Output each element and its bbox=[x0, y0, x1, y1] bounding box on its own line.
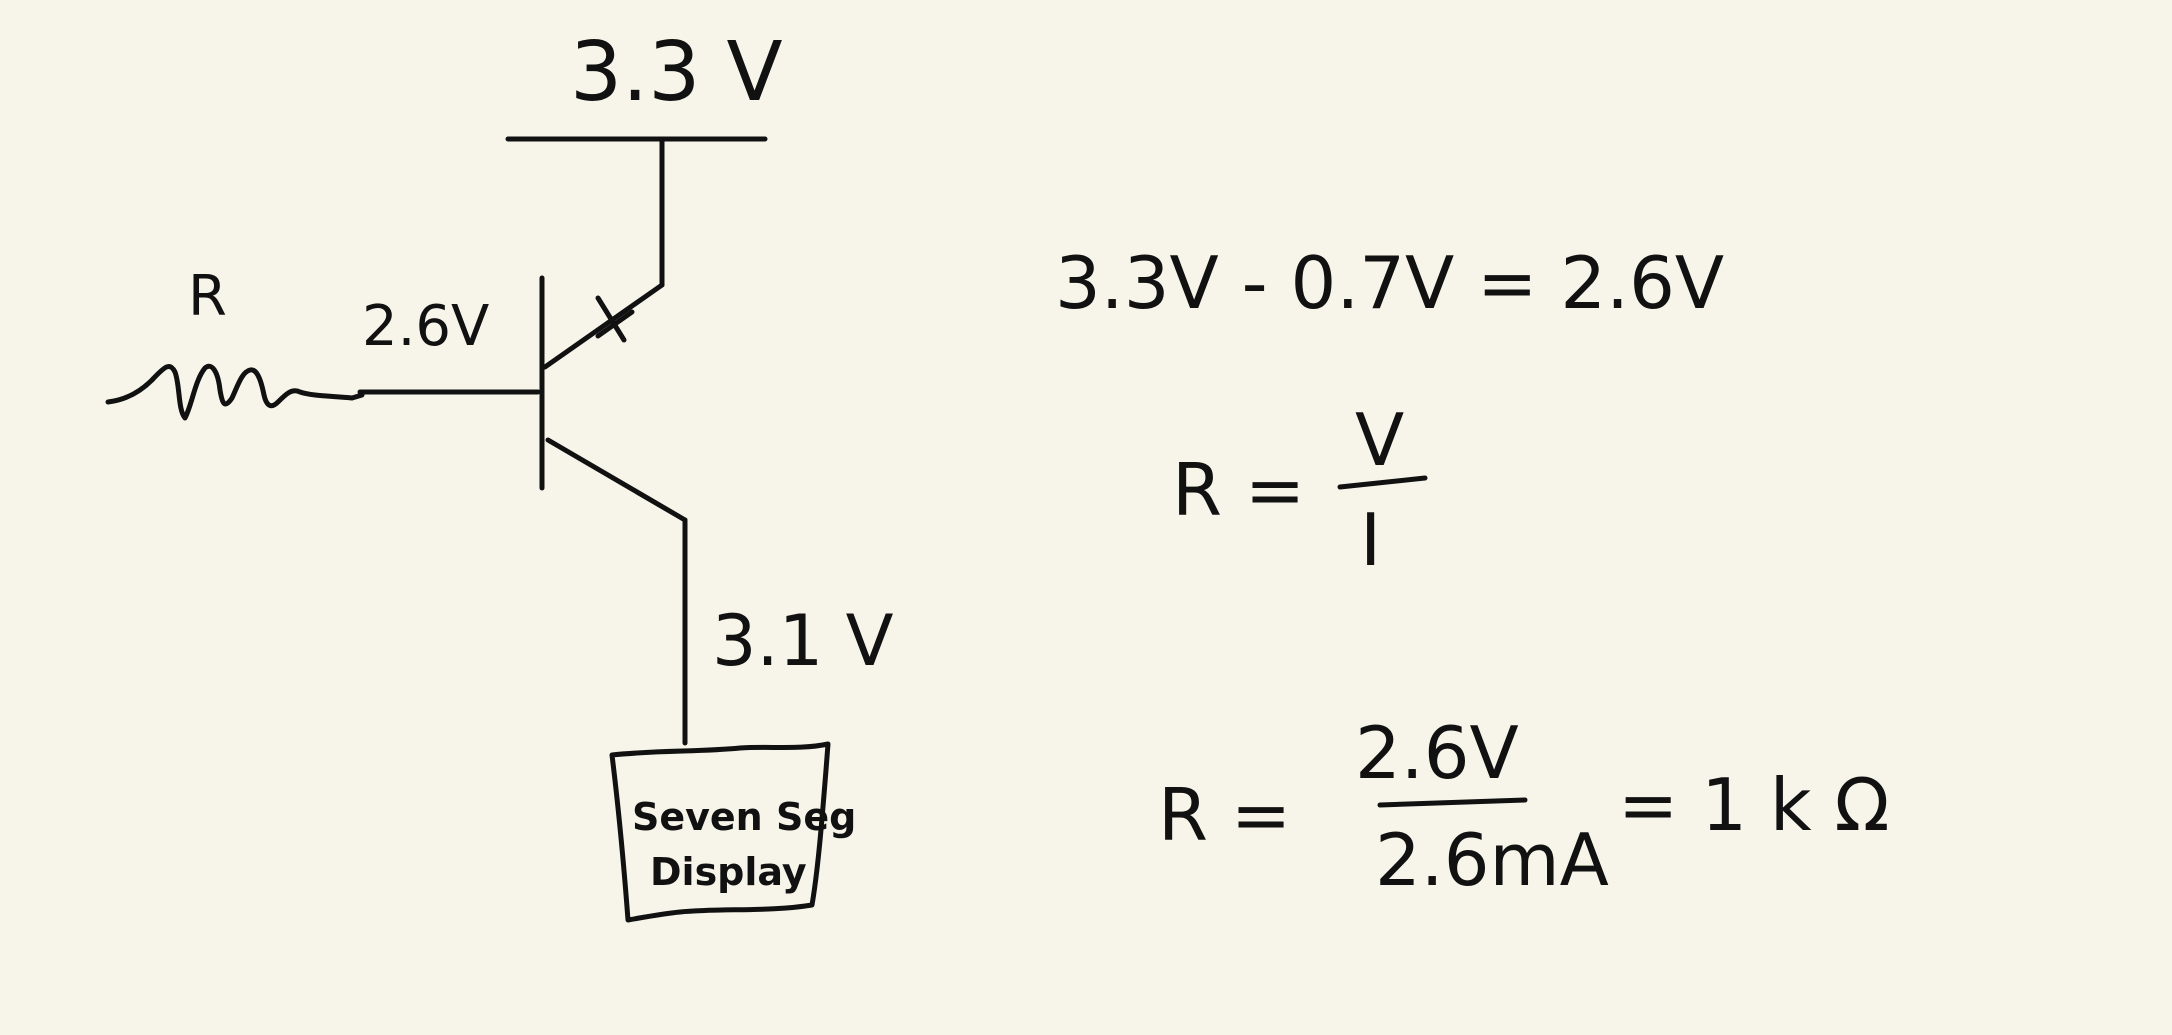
equation-voltage-drop: 3.3V - 0.7V = 2.6V bbox=[1055, 241, 1724, 325]
equation-result-denominator: 2.6mA bbox=[1375, 818, 1609, 902]
transistor-emitter bbox=[542, 282, 665, 370]
equation-result-value: = 1 k Ω bbox=[1618, 763, 1890, 847]
collector-voltage-label: 3.1 V bbox=[712, 600, 894, 682]
emitter-arrow-icon bbox=[595, 295, 635, 343]
base-voltage-label: 2.6V bbox=[362, 294, 489, 359]
equation-result-lhs: R = bbox=[1158, 773, 1291, 857]
equation-ohms-law-denominator: I bbox=[1360, 498, 1381, 582]
fraction-bar bbox=[1377, 797, 1528, 808]
equation-ohms-law-numerator: V bbox=[1355, 398, 1404, 482]
fraction-bar bbox=[1337, 475, 1428, 490]
supply-voltage-label: 3.3 V bbox=[570, 25, 783, 120]
resistor-zigzag-icon bbox=[105, 363, 365, 421]
load-label-line1: Seven Seg bbox=[632, 795, 856, 839]
equation-result-numerator: 2.6V bbox=[1355, 711, 1519, 795]
equation-ohms-law-lhs: R = bbox=[1172, 448, 1305, 532]
resistor-label: R bbox=[188, 264, 227, 329]
load-box bbox=[609, 741, 831, 923]
transistor-collector bbox=[545, 437, 688, 523]
load-label-line2: Display bbox=[650, 850, 807, 894]
